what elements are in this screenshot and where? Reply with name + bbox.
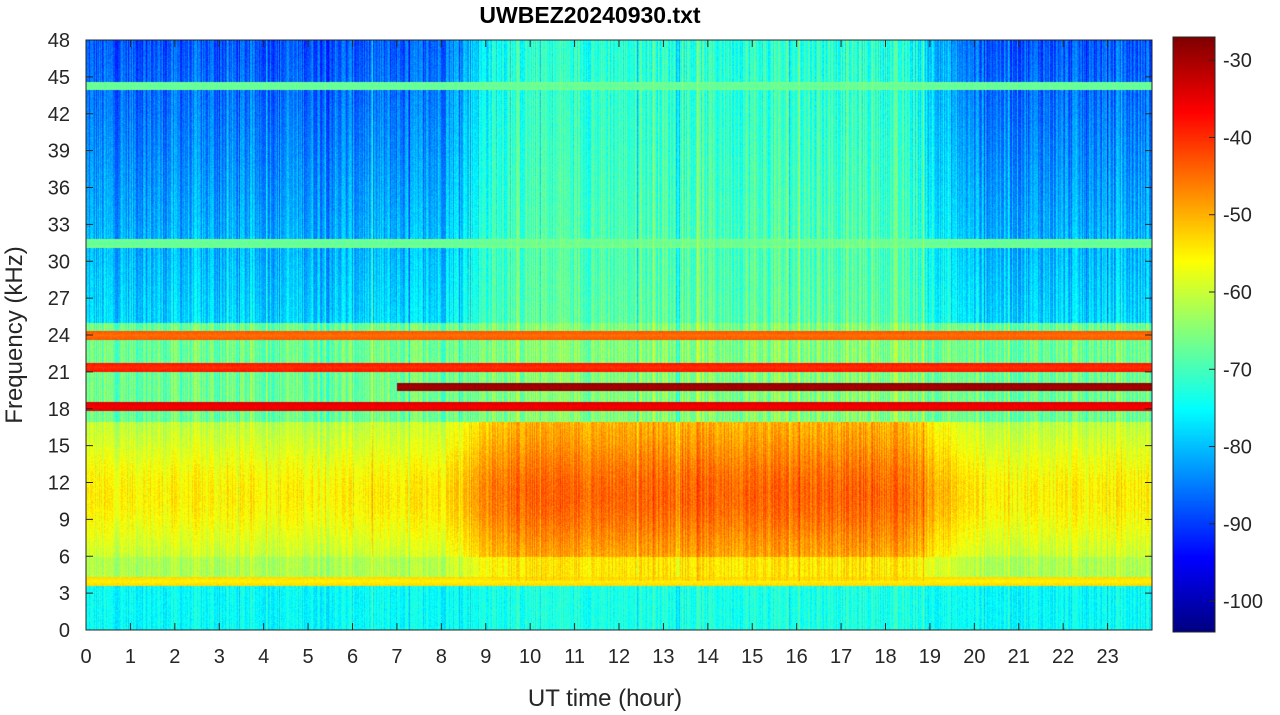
x-tick-label: 19 [919,646,941,668]
spectrogram-image [86,40,1152,630]
colorbar-tick-label: -60 [1223,282,1252,304]
x-tick-label: 0 [80,646,91,668]
colorbar-tick-label: -40 [1223,127,1252,149]
colorbar-image [1173,37,1215,632]
y-tick-label: 48 [48,30,70,52]
x-tick-label: 2 [169,646,180,668]
colorbar-tick-label: -80 [1223,437,1252,459]
y-axis-label: Frequency (kHz) [1,246,28,423]
x-tick-label: 16 [786,646,808,668]
colorbar-ticks: -30 -40 -50 -60 -70 -80 -90 -100 [1209,50,1263,613]
x-tick-label: 13 [652,646,674,668]
spectrogram-plot [85,39,1153,631]
y-tick-label: 21 [48,362,70,384]
y-tick-label: 39 [48,141,70,163]
x-tick-label: 1 [125,646,136,668]
y-tick-label: 33 [48,214,70,236]
y-tick-label: 15 [48,436,70,458]
x-tick-label: 6 [347,646,358,668]
colorbar-tick-label: -70 [1223,359,1252,381]
x-tick-label: 22 [1052,646,1074,668]
x-axis-ticks: 0 1 2 3 4 5 6 7 8 9 10 11 12 13 14 15 16 17 18 19 20 21 22 23 [80,40,1119,668]
x-tick-label: 5 [303,646,314,668]
x-tick-label: 17 [830,646,852,668]
x-tick-label: 23 [1096,646,1118,668]
x-tick-label: 4 [258,646,269,668]
y-tick-label: 27 [48,288,70,310]
y-tick-label: 18 [48,399,70,421]
y-tick-label: 45 [48,67,70,89]
y-tick-label: 3 [59,583,70,605]
y-tick-label: 6 [59,546,70,568]
y-tick-label: 12 [48,473,70,495]
y-tick-label: 0 [59,620,70,642]
x-tick-label: 11 [564,646,585,668]
x-axis-label: UT time (hour) [528,685,682,712]
y-tick-label: 36 [48,178,70,200]
y-tick-label: 42 [48,104,70,126]
x-tick-label: 15 [741,646,763,668]
colorbar-frame [1172,36,1216,633]
x-tick-label: 7 [391,646,402,668]
colorbar-tick-label: -50 [1223,205,1252,227]
y-tick-label: 9 [59,509,70,531]
y-tick-label: 30 [48,251,70,273]
x-tick-label: 18 [874,646,896,668]
x-tick-label: 8 [436,646,447,668]
colorbar-tick-label: -90 [1223,514,1252,536]
x-tick-label: 9 [480,646,491,668]
colorbar: -30 -40 -50 -60 -70 -80 -90 -100 [1172,36,1263,633]
x-tick-label: 3 [214,646,225,668]
x-tick-label: 21 [1008,646,1030,668]
x-tick-label: 20 [963,646,985,668]
x-tick-label: 14 [697,646,719,668]
x-tick-label: 10 [519,646,541,668]
chart-title: UWBEZ20240930.txt [479,2,700,28]
colorbar-tick-label: -30 [1223,50,1252,72]
colorbar-tick-label: -100 [1223,591,1263,613]
y-tick-label: 24 [48,325,70,347]
x-tick-label: 12 [608,646,630,668]
